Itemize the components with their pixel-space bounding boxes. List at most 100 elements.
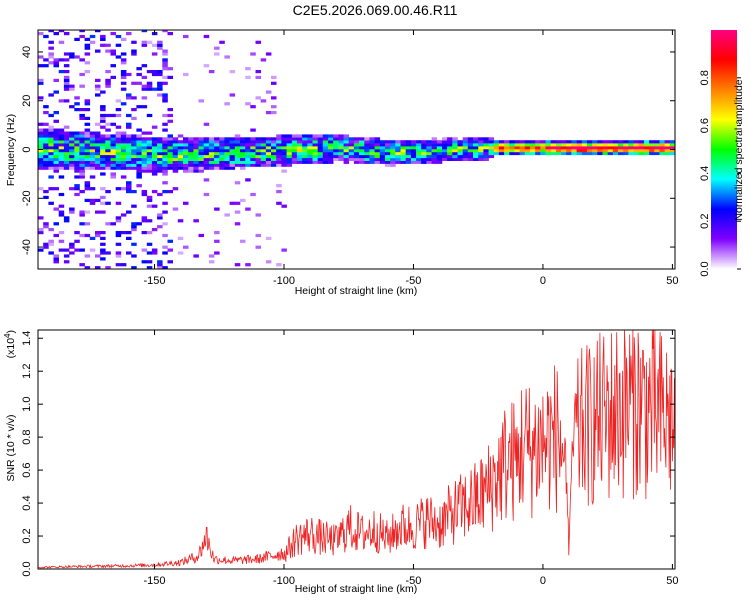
spectrogram-cell — [120, 166, 127, 170]
spectrogram-cell — [592, 149, 598, 153]
spectrogram-cell — [146, 70, 153, 74]
spectrogram-cell — [146, 151, 153, 156]
spectrogram-cell — [105, 122, 111, 126]
spectrogram-cell — [612, 146, 619, 150]
spectrogram-cell — [120, 163, 127, 167]
spectrogram-cell — [146, 84, 153, 88]
spectrogram-cell — [203, 163, 210, 167]
colorbar-tick-label: 0.8 — [699, 70, 711, 85]
spectrogram-cell — [312, 160, 318, 164]
spectrogram-cell — [157, 160, 163, 164]
spectrogram-cell — [659, 151, 665, 156]
spectrogram-cell — [296, 143, 303, 147]
spectrogram-cell — [322, 140, 329, 144]
spectrogram-cell — [240, 163, 246, 167]
spectrogram-cell — [43, 160, 49, 164]
spectrogram-cell — [120, 160, 127, 164]
spectrogram-cell — [48, 157, 54, 161]
spectrogram-y-tick-label: -40 — [21, 239, 33, 255]
spectrogram-cell — [214, 154, 220, 159]
spectrogram-cell — [555, 146, 562, 150]
spectrogram-cell — [162, 96, 168, 100]
spectrogram-cell — [74, 102, 80, 106]
spectrogram-cell — [669, 146, 675, 150]
spectrogram-cell — [74, 248, 80, 252]
spectrogram-cell — [183, 160, 189, 164]
spectrogram-cell — [157, 260, 163, 264]
spectrogram-cell — [95, 30, 101, 33]
spectrogram-cell — [405, 149, 412, 153]
spectrogram-cell — [281, 146, 287, 150]
spectrogram-cell — [89, 160, 96, 164]
spectrogram-cell — [89, 34, 96, 39]
spectrogram-cell — [120, 37, 127, 41]
spectrogram-cell — [483, 151, 489, 156]
spectrogram-cell — [426, 140, 432, 144]
spectrogram-cell — [89, 248, 96, 252]
spectrogram-cell — [53, 169, 59, 173]
spectrogram-cell — [234, 137, 241, 141]
spectrogram-cell — [53, 157, 59, 161]
spectrogram-cell — [307, 157, 313, 161]
spectrogram-cell — [561, 149, 567, 153]
spectrogram-cell — [74, 231, 80, 235]
spectrogram-cell — [151, 248, 158, 252]
spectrogram-cell — [198, 157, 204, 161]
spectrogram-cell — [353, 157, 360, 161]
spectrogram-cell — [255, 160, 261, 164]
spectrogram-cell — [89, 137, 96, 141]
spectrogram-cell — [488, 143, 495, 147]
spectrogram-cell — [151, 160, 158, 164]
spectrogram-cell — [571, 151, 577, 156]
spectrogram-cell — [84, 222, 91, 226]
spectrogram-cell — [307, 154, 313, 159]
spectrogram-cell — [219, 157, 225, 161]
spectrogram-cell — [509, 146, 515, 150]
spectrogram-cell — [265, 154, 272, 159]
spectrogram-cell — [483, 146, 489, 150]
spectrogram-cell — [628, 146, 634, 150]
spectrogram-cell — [509, 149, 515, 153]
spectrogram-cell — [126, 122, 132, 126]
spectrogram-cell — [141, 131, 148, 135]
spectrogram-cell — [654, 151, 660, 156]
spectrogram-cell — [390, 157, 396, 161]
spectrogram-cell — [390, 146, 396, 150]
spectrogram-cell — [43, 151, 49, 156]
spectrogram-cell — [214, 146, 220, 150]
spectrogram-cell — [364, 154, 370, 159]
snr-x-tick-label: -150 — [144, 575, 166, 587]
spectrogram-cell — [224, 146, 230, 150]
spectrogram-cell — [208, 154, 215, 159]
spectrogram-cell — [410, 154, 417, 159]
spectrogram-cell — [157, 266, 163, 269]
spectrogram-cell — [421, 149, 427, 153]
spectrogram-cell — [100, 116, 106, 120]
spectrogram-cell — [214, 160, 220, 164]
spectrogram-cell — [369, 143, 375, 147]
spectrogram-cell — [146, 166, 153, 170]
spectrogram-cell — [115, 233, 122, 238]
spectrogram-cell — [400, 157, 406, 161]
spectrogram-cell — [105, 140, 111, 144]
spectrogram-cell — [250, 149, 256, 153]
spectrogram-cell — [514, 146, 520, 150]
spectrogram-cell — [131, 40, 137, 44]
spectrogram-cell — [198, 146, 204, 150]
spectrogram-cell — [183, 245, 189, 249]
spectrogram-cell — [369, 137, 375, 141]
spectrogram-cell — [63, 125, 70, 129]
spectrogram-cell — [110, 149, 116, 153]
spectrogram-cell — [157, 72, 163, 77]
spectrogram-cell — [519, 149, 526, 153]
spectrogram-cell — [328, 154, 334, 159]
spectrogram-cell — [576, 143, 583, 147]
snr-y-tick-label: 1.4 — [21, 331, 33, 346]
spectrogram-cell — [307, 160, 313, 164]
spectrogram-cell — [271, 111, 277, 115]
spectrogram-cell — [208, 157, 215, 161]
spectrogram-cell — [63, 154, 70, 159]
spectrogram-cell — [229, 70, 236, 74]
spectrogram-cell — [633, 151, 640, 156]
spectrogram-cell — [131, 228, 137, 232]
